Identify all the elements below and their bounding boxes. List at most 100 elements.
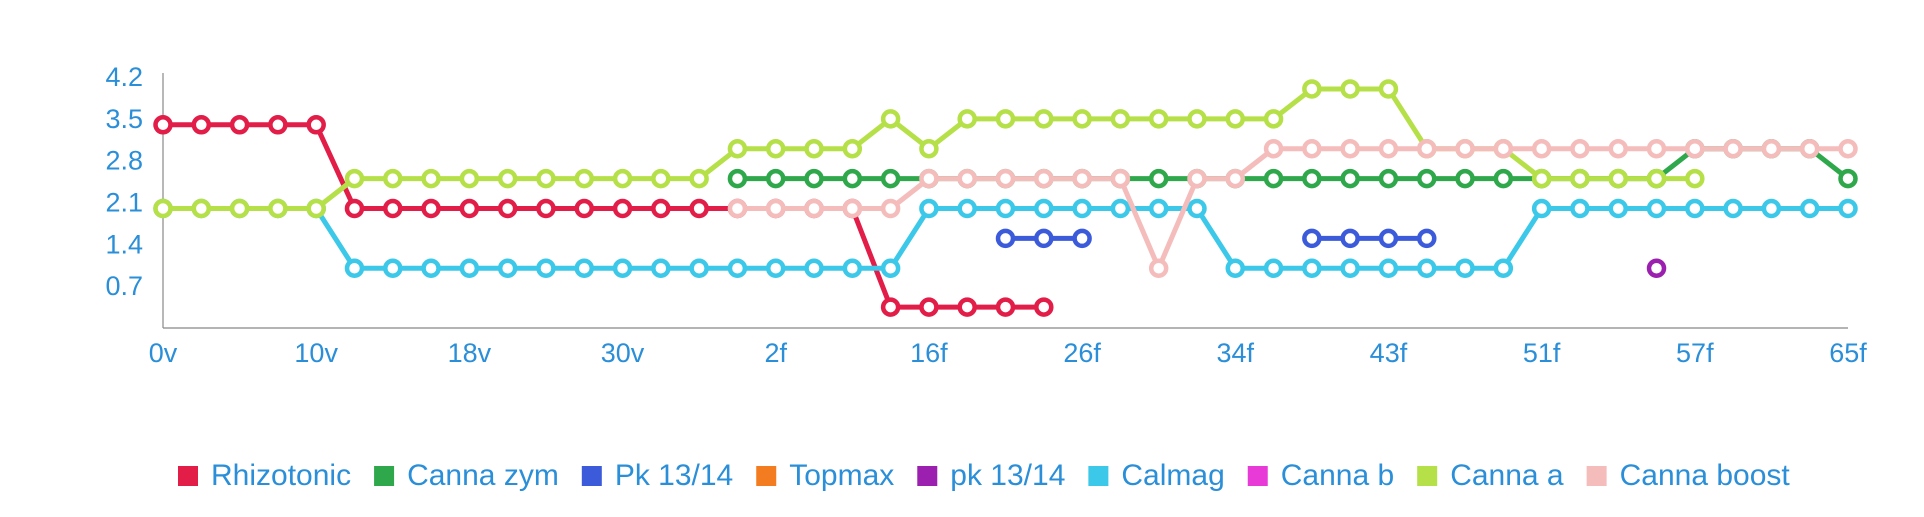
data-point[interactable] <box>574 168 594 189</box>
data-point[interactable] <box>1378 258 1399 278</box>
data-point[interactable] <box>191 115 212 135</box>
data-point[interactable] <box>1723 138 1743 159</box>
data-point[interactable] <box>1493 258 1514 278</box>
data-point[interactable] <box>1340 168 1360 189</box>
legend-item[interactable]: Pk 13/14 <box>581 459 733 492</box>
data-point[interactable] <box>919 297 939 317</box>
data-point[interactable] <box>1531 198 1552 219</box>
data-point[interactable] <box>1378 228 1399 249</box>
data-point[interactable] <box>1302 258 1322 278</box>
data-point[interactable] <box>1072 168 1092 189</box>
data-point[interactable] <box>497 198 518 219</box>
data-point[interactable] <box>1417 168 1437 189</box>
data-point[interactable] <box>306 115 326 135</box>
data-point[interactable] <box>344 258 365 278</box>
data-point[interactable] <box>1417 228 1437 249</box>
data-point[interactable] <box>880 258 901 278</box>
data-point[interactable] <box>344 168 365 189</box>
data-point[interactable] <box>497 258 518 278</box>
data-point[interactable] <box>1608 168 1628 189</box>
data-point[interactable] <box>1302 79 1322 99</box>
data-point[interactable] <box>421 168 441 189</box>
data-point[interactable] <box>1417 258 1437 278</box>
data-point[interactable] <box>1110 198 1131 219</box>
data-point[interactable] <box>919 138 939 159</box>
data-point[interactable] <box>651 258 671 278</box>
data-point[interactable] <box>957 297 977 317</box>
data-point[interactable] <box>651 168 671 189</box>
data-point[interactable] <box>1340 138 1360 159</box>
data-point[interactable] <box>765 198 786 219</box>
data-point[interactable] <box>268 115 288 135</box>
data-point[interactable] <box>1646 258 1667 278</box>
legend-item[interactable]: Topmax <box>756 459 894 492</box>
data-point[interactable] <box>1148 198 1169 219</box>
data-point[interactable] <box>880 198 901 219</box>
data-point[interactable] <box>612 198 633 219</box>
data-point[interactable] <box>1761 138 1782 159</box>
legend-item[interactable]: Canna boost <box>1586 459 1791 492</box>
data-point[interactable] <box>1148 258 1169 278</box>
data-point[interactable] <box>727 138 748 159</box>
data-point[interactable] <box>536 198 556 219</box>
data-point[interactable] <box>995 168 1016 189</box>
data-point[interactable] <box>1148 109 1169 129</box>
data-point[interactable] <box>1187 109 1207 129</box>
data-point[interactable] <box>459 168 480 189</box>
data-point[interactable] <box>1799 138 1820 159</box>
data-point[interactable] <box>1646 198 1667 219</box>
data-point[interactable] <box>612 168 633 189</box>
data-point[interactable] <box>1263 258 1284 278</box>
data-point[interactable] <box>1340 79 1360 99</box>
data-point[interactable] <box>1302 138 1322 159</box>
data-point[interactable] <box>842 198 863 219</box>
data-point[interactable] <box>727 258 748 278</box>
data-point[interactable] <box>1072 228 1092 249</box>
data-point[interactable] <box>1838 138 1858 159</box>
data-point[interactable] <box>995 297 1016 317</box>
data-point[interactable] <box>1646 138 1667 159</box>
data-point[interactable] <box>344 198 365 219</box>
data-point[interactable] <box>1034 109 1054 129</box>
data-point[interactable] <box>651 198 671 219</box>
data-point[interactable] <box>804 168 824 189</box>
data-point[interactable] <box>1570 138 1590 159</box>
data-point[interactable] <box>383 168 403 189</box>
data-point[interactable] <box>689 258 709 278</box>
data-point[interactable] <box>842 258 863 278</box>
data-point[interactable] <box>1685 198 1705 219</box>
data-point[interactable] <box>1799 198 1820 219</box>
data-point[interactable] <box>880 168 901 189</box>
data-point[interactable] <box>957 198 977 219</box>
data-point[interactable] <box>804 138 824 159</box>
data-point[interactable] <box>574 258 594 278</box>
legend-item[interactable]: Canna a <box>1417 459 1564 492</box>
legend-item[interactable]: pk 13/14 <box>917 459 1065 492</box>
data-point[interactable] <box>1455 138 1475 159</box>
data-point[interactable] <box>919 168 939 189</box>
data-point[interactable] <box>229 115 250 135</box>
data-point[interactable] <box>1378 79 1399 99</box>
data-point[interactable] <box>995 109 1016 129</box>
data-point[interactable] <box>804 198 824 219</box>
data-point[interactable] <box>306 198 326 219</box>
data-point[interactable] <box>1110 168 1131 189</box>
data-point[interactable] <box>1838 168 1858 189</box>
data-point[interactable] <box>880 109 901 129</box>
data-point[interactable] <box>191 198 212 219</box>
legend-item[interactable]: Canna zym <box>374 459 559 492</box>
data-point[interactable] <box>153 198 173 219</box>
legend-item[interactable]: Rhizotonic <box>178 459 351 492</box>
data-point[interactable] <box>1608 198 1628 219</box>
data-point[interactable] <box>919 198 939 219</box>
data-point[interactable] <box>536 168 556 189</box>
data-point[interactable] <box>1455 168 1475 189</box>
data-point[interactable] <box>229 198 250 219</box>
data-point[interactable] <box>1072 109 1092 129</box>
data-point[interactable] <box>421 258 441 278</box>
data-point[interactable] <box>1034 198 1054 219</box>
data-point[interactable] <box>1148 168 1169 189</box>
data-point[interactable] <box>421 198 441 219</box>
data-point[interactable] <box>765 168 786 189</box>
data-point[interactable] <box>957 109 977 129</box>
